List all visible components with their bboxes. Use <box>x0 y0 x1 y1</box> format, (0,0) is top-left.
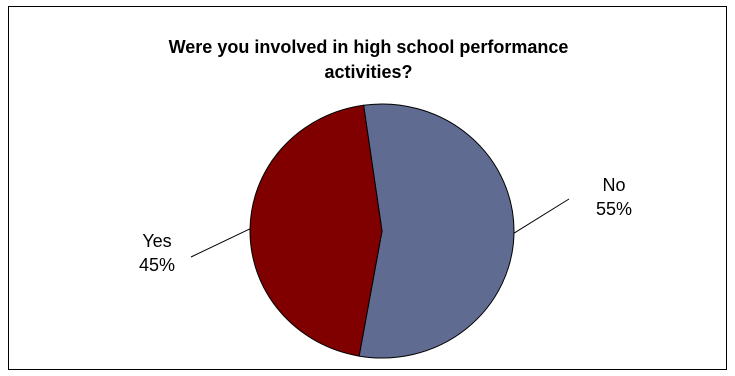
chart-title: Were you involved in high school perform… <box>9 35 728 85</box>
chart-frame: Were you involved in high school perform… <box>8 6 727 370</box>
chart-title-line-1: Were you involved in high school perform… <box>168 37 569 57</box>
slice-value-yes: 45% <box>139 255 175 275</box>
leader-line-no <box>513 198 570 234</box>
chart-title-line-2: activities? <box>324 62 413 82</box>
slice-value-no: 55% <box>596 199 632 219</box>
slice-label-yes: Yes <box>142 231 171 251</box>
slice-label-no: No <box>602 175 625 195</box>
pie-slices <box>249 103 515 359</box>
leader-lines <box>190 198 570 258</box>
pie-slice-yes <box>249 104 383 357</box>
pie-slice-no <box>358 103 515 359</box>
leader-line-yes <box>190 228 251 258</box>
pie-chart: No 55% Yes 45% <box>139 103 632 359</box>
